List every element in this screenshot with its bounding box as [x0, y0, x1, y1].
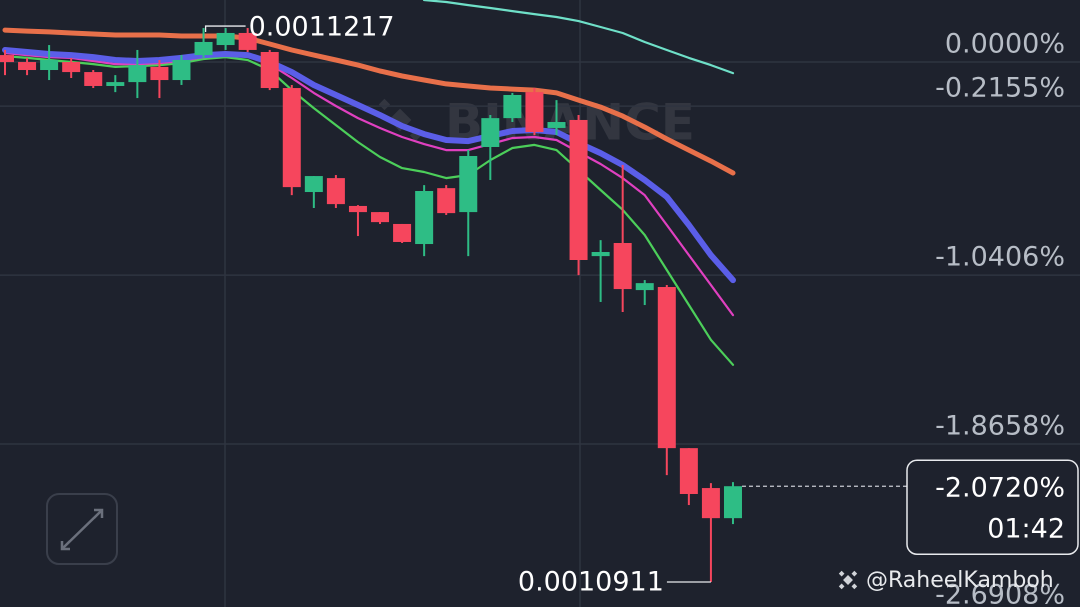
candle-body — [282, 88, 301, 188]
candle-body — [547, 122, 566, 128]
y-tick-label: -1.0406% — [935, 242, 1065, 273]
candle-body — [503, 94, 522, 119]
y-tick-label: -2.6908% — [935, 579, 1065, 607]
moving-average-line — [3, 51, 735, 317]
candle-body — [635, 283, 654, 291]
candle-body — [194, 41, 213, 56]
expand-button-frame[interactable] — [46, 493, 118, 565]
candle-body — [348, 205, 367, 213]
candle-body — [723, 486, 742, 519]
expand-button[interactable] — [46, 493, 118, 565]
candle-body — [106, 82, 125, 86]
candle-body — [62, 62, 81, 73]
current-price-label: -2.0720% — [935, 473, 1065, 504]
moving-average-line — [423, 0, 735, 75]
candle-body — [238, 32, 257, 50]
candle-body — [613, 243, 632, 290]
candle-body — [679, 448, 698, 494]
candle-body — [0, 55, 14, 63]
candle-body — [150, 66, 169, 81]
low-label: 0.0010911 — [518, 567, 664, 598]
candle-body — [525, 92, 544, 133]
candle-body — [260, 51, 279, 89]
candle-body — [437, 188, 456, 214]
candle-body — [415, 191, 434, 245]
candle-body — [481, 118, 500, 147]
candle-body — [18, 62, 37, 71]
high-marker — [204, 25, 246, 33]
y-tick-label: -1.8658% — [935, 411, 1065, 442]
candle-body — [326, 178, 345, 205]
countdown: 01:42 — [987, 514, 1065, 545]
candle-body — [657, 287, 676, 449]
candle-body — [591, 252, 610, 257]
expand-icon — [60, 508, 104, 551]
candle-body — [701, 488, 720, 519]
candle-body — [371, 212, 390, 223]
current-price-box — [906, 459, 1079, 555]
y-tick-label: 0.0000% — [945, 29, 1065, 60]
credit: @RaheelKamboh — [866, 568, 1054, 593]
candle-body — [393, 223, 412, 242]
y-tick-label: -0.2155% — [935, 73, 1065, 104]
candle-body — [84, 72, 103, 86]
high-label: 0.0011217 — [249, 12, 395, 43]
candle-body — [128, 65, 147, 83]
candle-body — [459, 155, 478, 213]
candle-body — [216, 32, 235, 46]
moving-average-line — [2, 47, 736, 284]
candle-body — [40, 59, 59, 71]
moving-average-line — [3, 55, 735, 366]
candle-body — [304, 176, 323, 193]
candle-body — [569, 119, 588, 260]
candle-body — [172, 59, 191, 81]
moving-average-line — [2, 27, 736, 176]
